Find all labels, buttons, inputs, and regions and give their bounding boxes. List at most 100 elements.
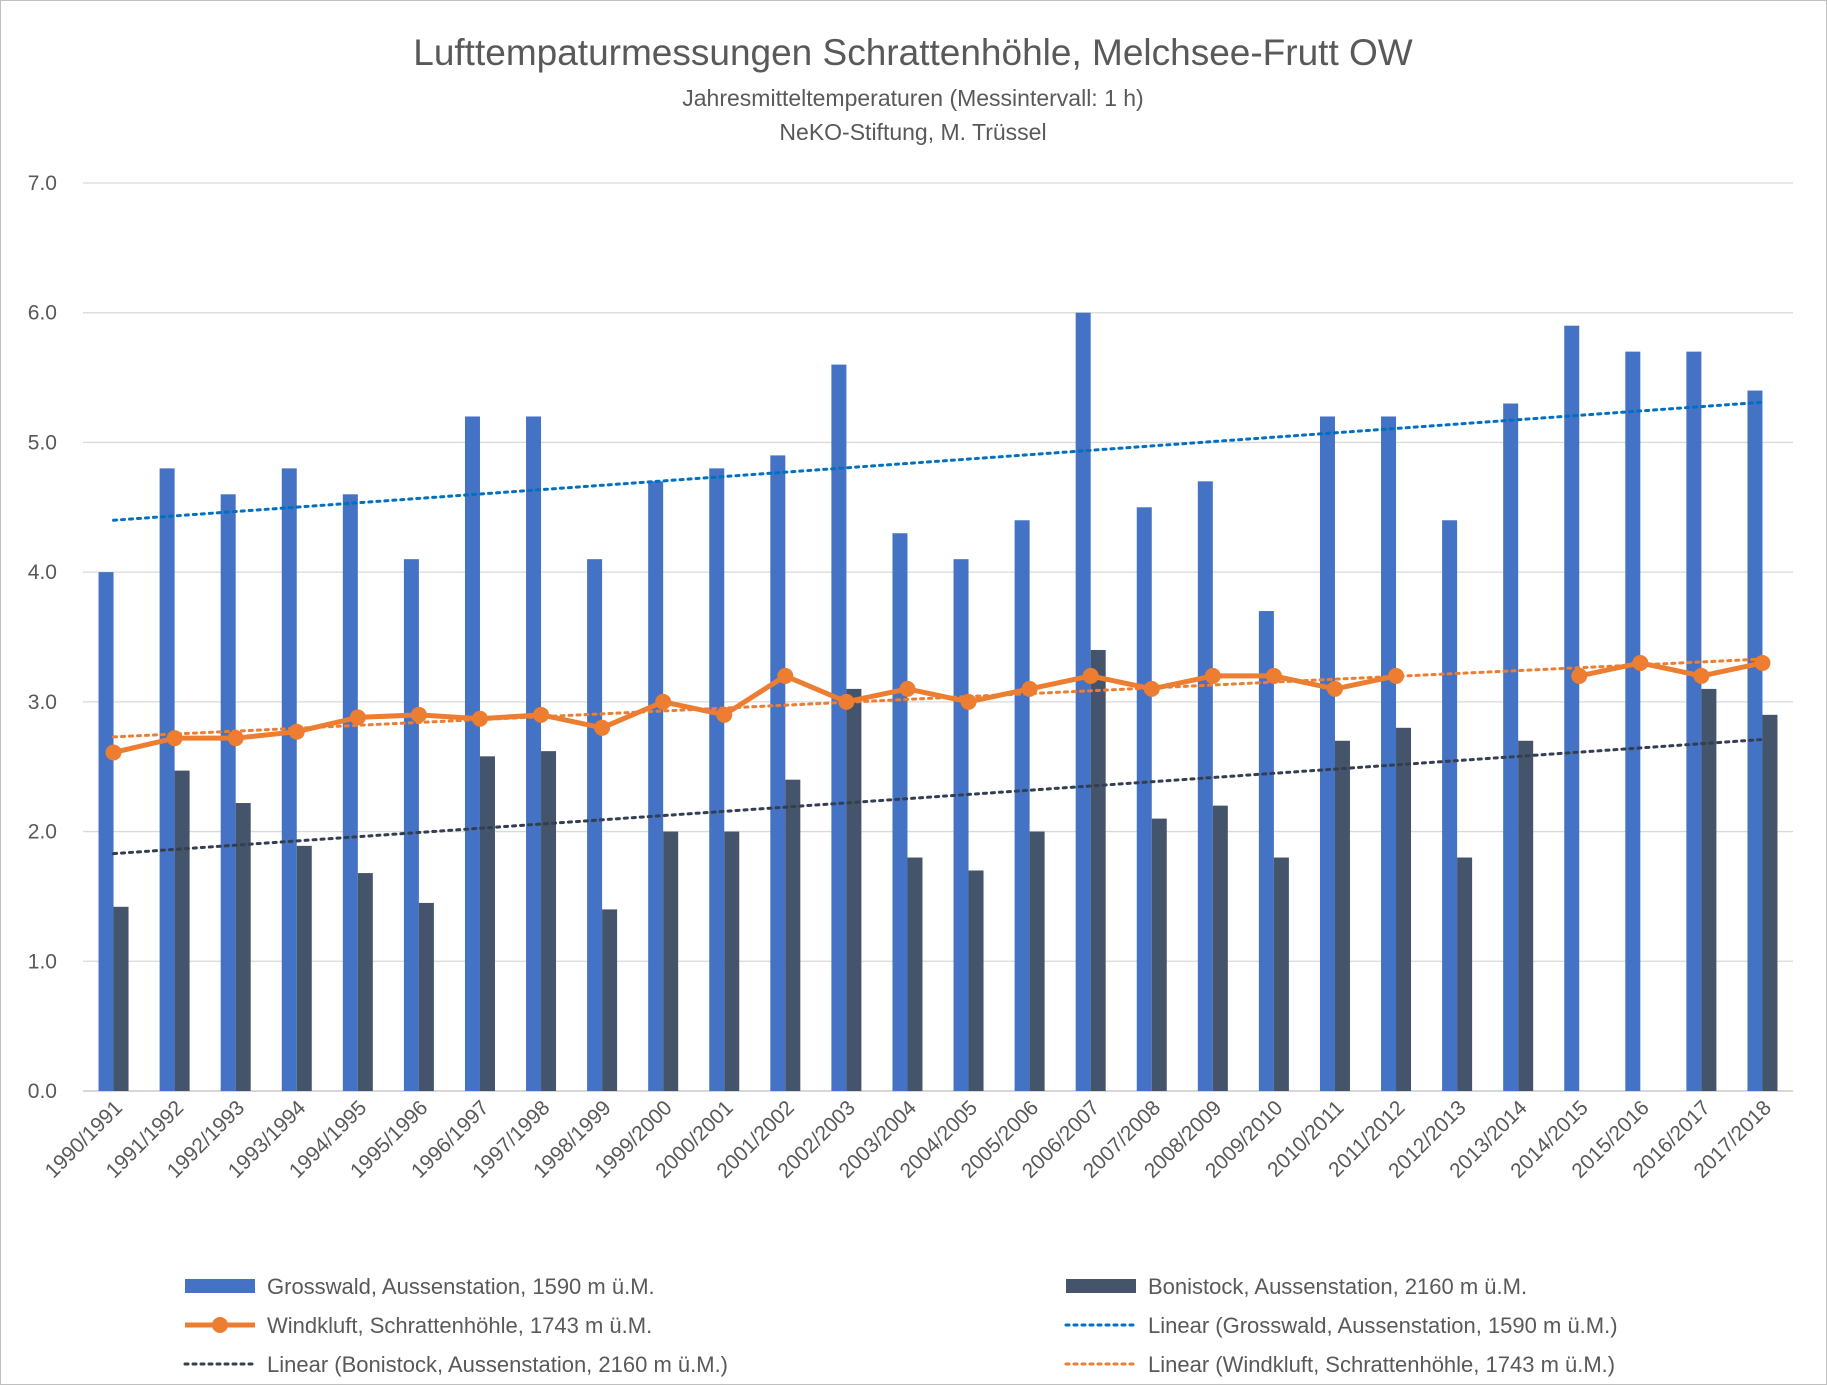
- y-tick-label: 3.0: [28, 691, 57, 714]
- legend-swatch: [1066, 1279, 1136, 1293]
- chart-subtitle-1: Jahresmitteltemperaturen (Messintervall:…: [682, 85, 1143, 111]
- line-series-windkluft: [112, 673, 1397, 755]
- bar-grosswald: [281, 468, 297, 1091]
- y-tick-label: 4.0: [28, 561, 57, 584]
- line-point: [1754, 654, 1771, 671]
- bar-bonistock: [1151, 818, 1167, 1091]
- line-point: [1326, 680, 1343, 697]
- bar-grosswald: [648, 481, 664, 1091]
- line-point: [1265, 667, 1282, 684]
- bar-bonistock: [968, 870, 984, 1091]
- legend-label: Linear (Grosswald, Aussenstation, 1590 m…: [1148, 1313, 1618, 1338]
- line-point: [1632, 654, 1649, 671]
- line-point: [1082, 667, 1099, 684]
- legend-label: Linear (Windkluft, Schrattenhöhle, 1743 …: [1148, 1352, 1615, 1377]
- bar-bonistock: [1518, 740, 1534, 1091]
- bar-bonistock: [418, 902, 434, 1091]
- bar-bonistock: [1029, 831, 1045, 1091]
- line-point: [1143, 680, 1160, 697]
- line-point: [166, 730, 183, 747]
- bar-grosswald: [464, 416, 480, 1091]
- bar-bonistock: [235, 803, 251, 1091]
- bar-grosswald: [892, 533, 908, 1091]
- bar-grosswald: [1075, 312, 1091, 1091]
- line-point: [1204, 667, 1221, 684]
- bar-bonistock: [1396, 727, 1412, 1091]
- line-point: [105, 744, 122, 761]
- line-point: [288, 723, 305, 740]
- legend-label: Bonistock, Aussenstation, 2160 m ü.M.: [1148, 1274, 1527, 1299]
- bar-bonistock: [1762, 714, 1778, 1091]
- bar-grosswald: [1258, 611, 1274, 1091]
- bar-bonistock: [1212, 805, 1228, 1091]
- line-point: [594, 719, 611, 736]
- bar-grosswald: [403, 559, 419, 1091]
- line-point: [1571, 667, 1588, 684]
- bar-bonistock: [113, 906, 129, 1091]
- bar-grosswald: [1442, 520, 1458, 1091]
- bar-grosswald: [159, 468, 175, 1091]
- bar-grosswald: [1503, 403, 1519, 1091]
- line-series: [105, 654, 1771, 761]
- bar-grosswald: [1319, 416, 1335, 1091]
- bar-grosswald: [770, 455, 786, 1091]
- bar-grosswald: [220, 494, 236, 1091]
- bar-bonistock: [296, 845, 312, 1091]
- legend-marker: [212, 1317, 228, 1333]
- bar-bonistock: [1334, 740, 1350, 1091]
- line-point: [227, 730, 244, 747]
- line-point: [655, 693, 672, 710]
- legend-label: Windkluft, Schrattenhöhle, 1743 m ü.M.: [267, 1313, 652, 1338]
- bar-bonistock: [357, 873, 373, 1091]
- line-point: [533, 706, 550, 723]
- bar-grosswald: [1197, 481, 1213, 1091]
- trendline-1: [112, 737, 1764, 856]
- line-point: [716, 706, 733, 723]
- bar-grosswald: [1014, 520, 1030, 1091]
- bar-bonistock: [1273, 857, 1289, 1091]
- bar-grosswald: [1686, 351, 1702, 1092]
- line-point: [410, 706, 427, 723]
- bars: [98, 312, 1778, 1092]
- bar-grosswald: [342, 494, 358, 1091]
- bar-grosswald: [98, 572, 114, 1091]
- trendline-0: [112, 400, 1764, 522]
- legend-swatch: [185, 1279, 255, 1293]
- x-axis-ticks: 1990/19911991/19921992/19931993/19941994…: [41, 1096, 1776, 1183]
- trendlines: [112, 400, 1764, 856]
- bar-grosswald: [1136, 507, 1152, 1091]
- bar-grosswald: [587, 559, 603, 1091]
- bar-bonistock: [907, 857, 923, 1091]
- bar-bonistock: [1701, 688, 1717, 1091]
- line-point: [777, 667, 794, 684]
- bar-grosswald: [1747, 390, 1763, 1091]
- y-tick-label: 0.0: [28, 1080, 57, 1103]
- bar-grosswald: [1564, 325, 1580, 1092]
- gridlines: [83, 182, 1793, 1092]
- line-point: [1693, 667, 1710, 684]
- bar-bonistock: [1090, 649, 1106, 1091]
- legend-label: Grosswald, Aussenstation, 1590 m ü.M.: [267, 1274, 655, 1299]
- line-point: [838, 693, 855, 710]
- bar-bonistock: [174, 770, 190, 1091]
- y-tick-label: 5.0: [28, 431, 57, 454]
- bar-bonistock: [663, 831, 679, 1091]
- bar-grosswald: [831, 364, 847, 1092]
- chart-subtitle-2: NeKO-Stiftung, M. Trüssel: [779, 119, 1046, 145]
- bar-bonistock: [724, 831, 740, 1091]
- legend-label: Linear (Bonistock, Aussenstation, 2160 m…: [267, 1352, 728, 1377]
- bar-grosswald: [709, 468, 725, 1091]
- bar-bonistock: [602, 909, 618, 1091]
- line-point: [349, 709, 366, 726]
- bar-bonistock: [479, 756, 495, 1091]
- y-tick-label: 7.0: [28, 172, 57, 195]
- line-point: [899, 680, 916, 697]
- bar-bonistock: [541, 751, 557, 1091]
- bar-grosswald: [1381, 416, 1397, 1091]
- chart-title: Lufttempaturmessungen Schrattenhöhle, Me…: [413, 32, 1413, 73]
- bar-grosswald: [953, 559, 969, 1091]
- line-point: [471, 710, 488, 727]
- line-series-windkluft: [1578, 660, 1763, 679]
